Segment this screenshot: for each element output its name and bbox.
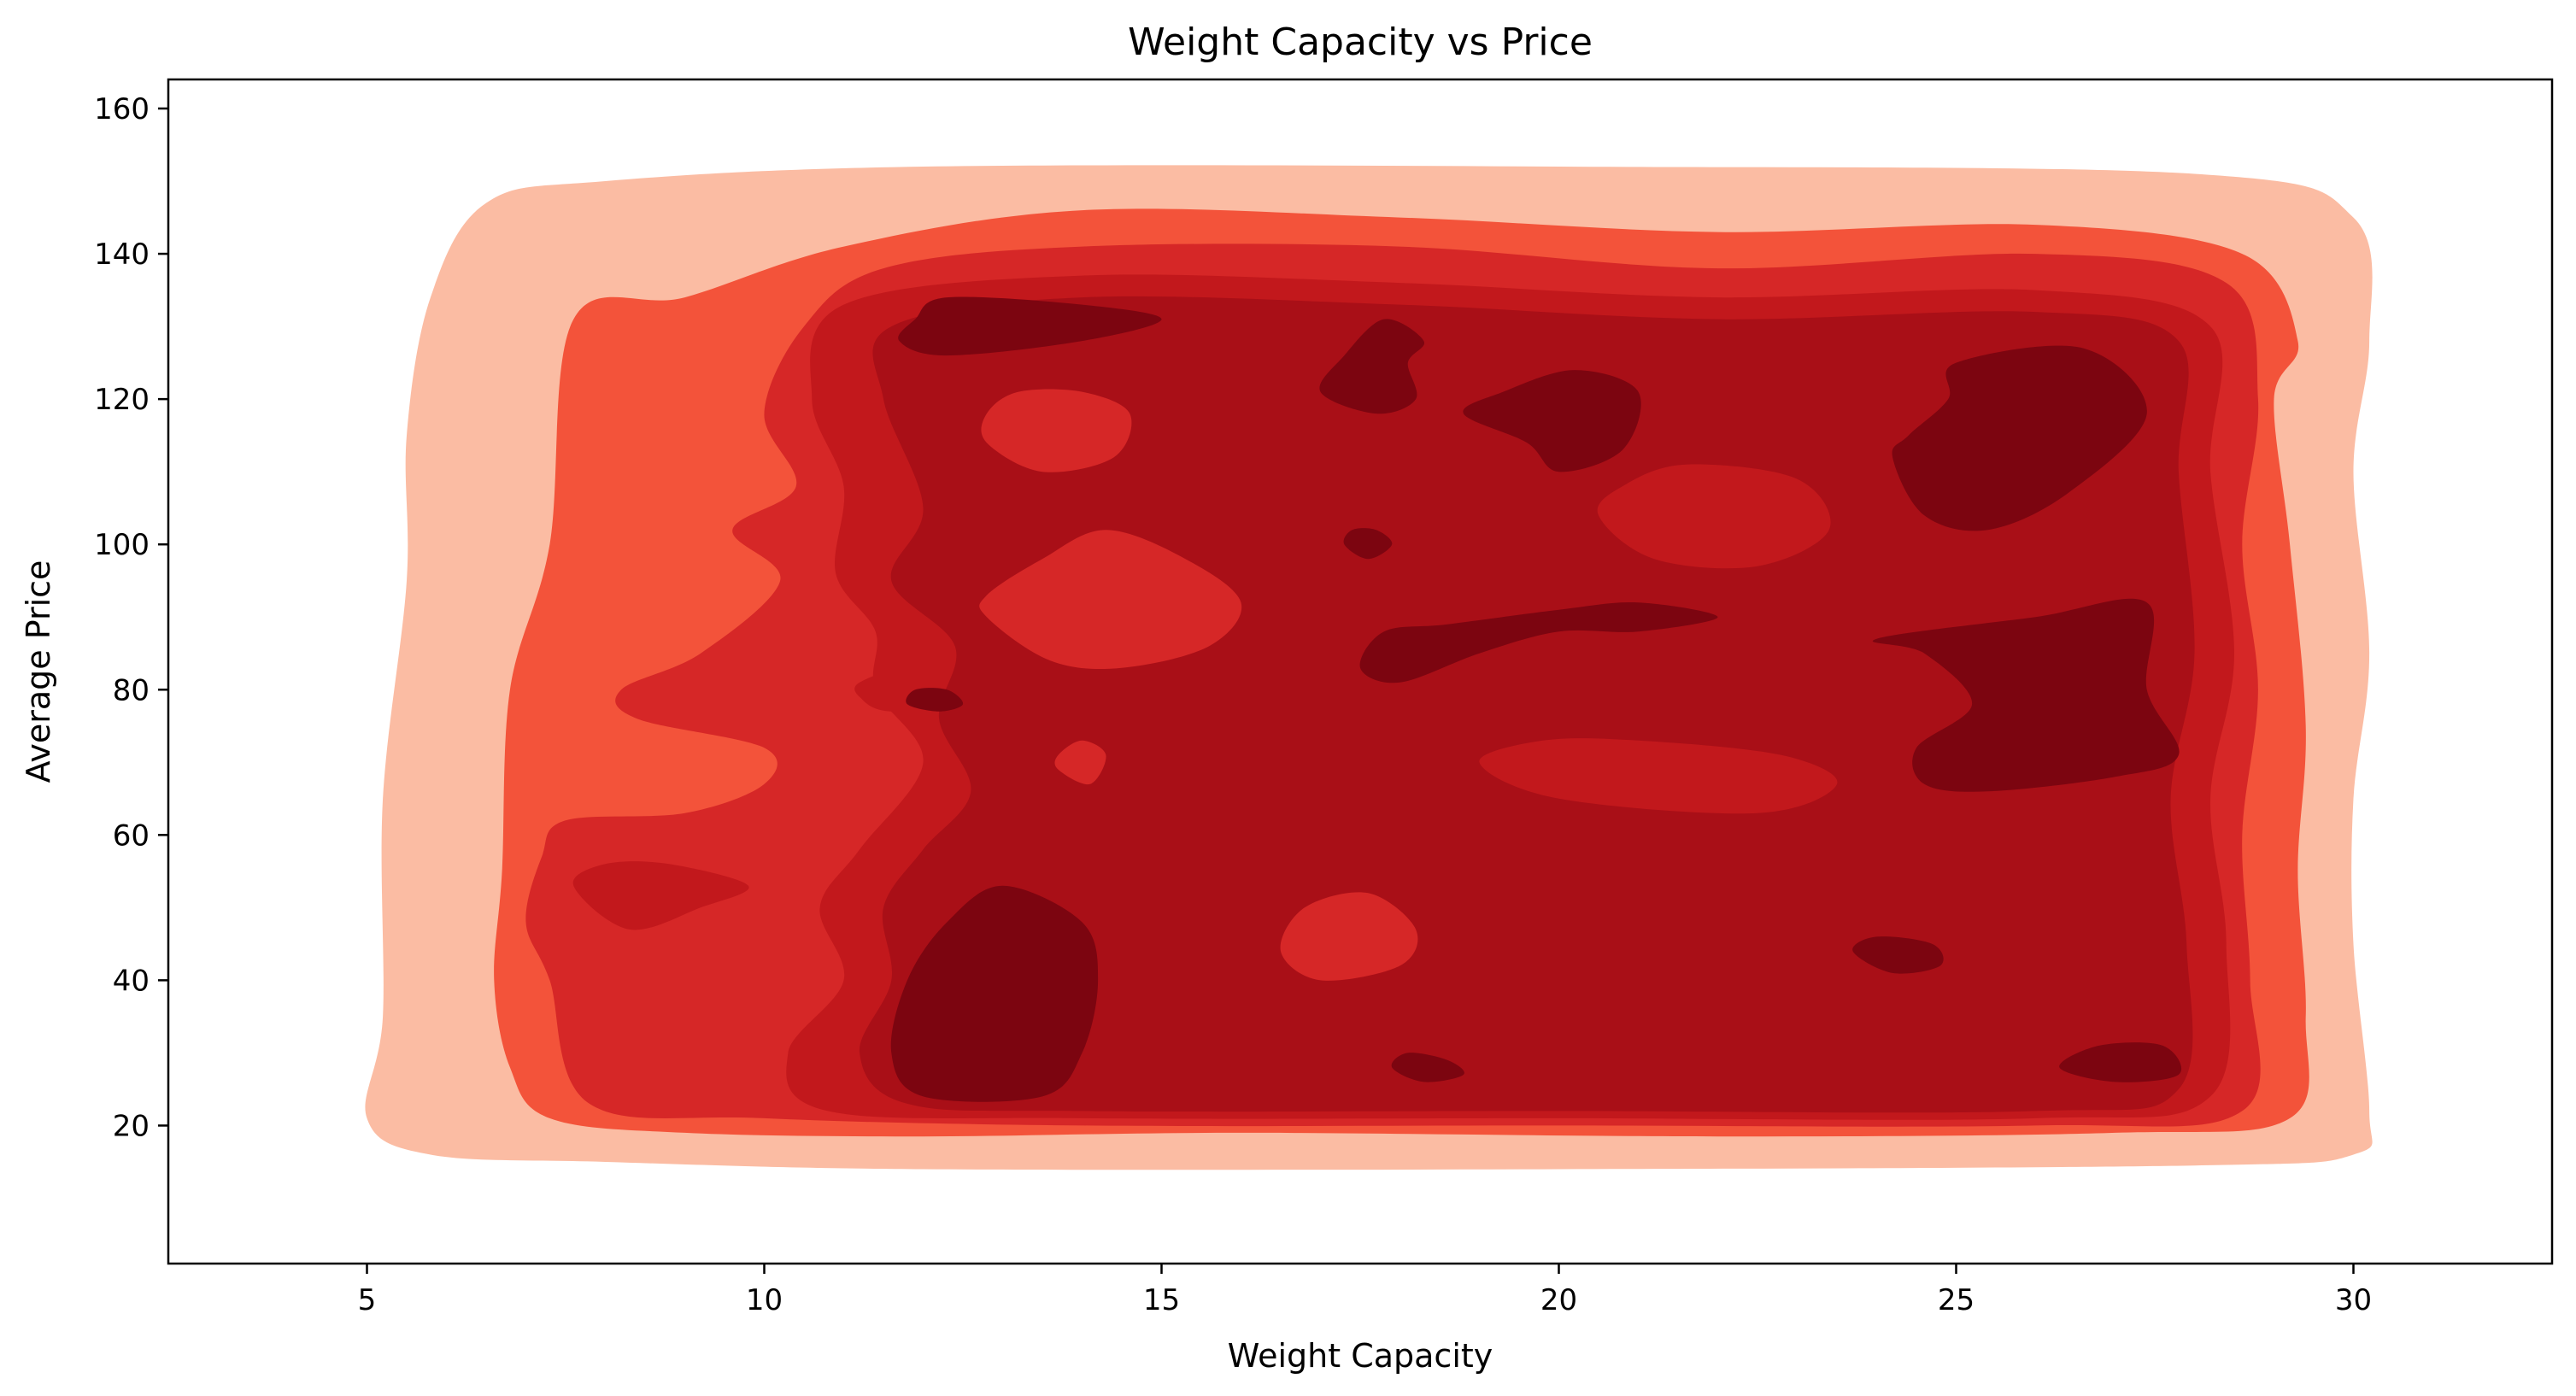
density-region-level-3 xyxy=(1054,740,1106,785)
density-region-level-6 xyxy=(1319,319,1425,414)
y-tick-label: 160 xyxy=(94,92,150,126)
x-tick-label: 10 xyxy=(746,1283,783,1317)
x-tick-label: 20 xyxy=(1540,1283,1577,1317)
density-region-level-3 xyxy=(1280,892,1418,981)
density-contours xyxy=(365,165,2373,1170)
y-axis-title: Average Price xyxy=(20,560,57,783)
y-tick-label: 120 xyxy=(94,383,150,417)
y-tick-label: 40 xyxy=(113,964,150,998)
x-tick-label: 30 xyxy=(2335,1283,2372,1317)
y-tick-label: 140 xyxy=(94,238,150,272)
x-tick-label: 25 xyxy=(1938,1283,1975,1317)
y-tick-label: 60 xyxy=(113,818,150,853)
density-region-level-4 xyxy=(572,861,749,930)
density-region-level-6 xyxy=(898,296,1162,356)
density-region-level-6 xyxy=(1359,601,1718,683)
density-region-level-6 xyxy=(1872,598,2180,792)
density-region-level-6 xyxy=(890,885,1099,1102)
density-region-level-6 xyxy=(1463,370,1641,472)
density-region-level-6 xyxy=(906,688,964,712)
y-tick-label: 100 xyxy=(94,528,150,562)
y-tick-label: 20 xyxy=(113,1109,150,1143)
density-region-level-6 xyxy=(1391,1053,1464,1082)
plot-frame xyxy=(167,78,2554,1265)
density-region-level-6 xyxy=(1852,936,1944,974)
density-region-level-3 xyxy=(979,530,1242,670)
density-region-level-6 xyxy=(1892,345,2147,531)
y-axis-ticks: 20 40 60 80 100 120 140 160 xyxy=(94,92,168,1143)
density-region-level-4 xyxy=(1479,738,1838,814)
x-axis-ticks: 5 10 15 20 25 30 xyxy=(358,1264,2372,1317)
x-tick-label: 15 xyxy=(1143,1283,1180,1317)
y-tick-label: 80 xyxy=(113,673,150,707)
chart-title: Weight Capacity vs Price xyxy=(1128,21,1593,64)
density-region-level-5 xyxy=(859,296,2195,1113)
density-region-level-4 xyxy=(1597,464,1831,569)
density-region-level-6 xyxy=(2059,1042,2182,1082)
density-region-level-3 xyxy=(981,389,1132,472)
x-axis-title: Weight Capacity xyxy=(1228,1337,1493,1375)
x-tick-label: 5 xyxy=(358,1283,377,1317)
density-region-level-6 xyxy=(1343,528,1393,560)
